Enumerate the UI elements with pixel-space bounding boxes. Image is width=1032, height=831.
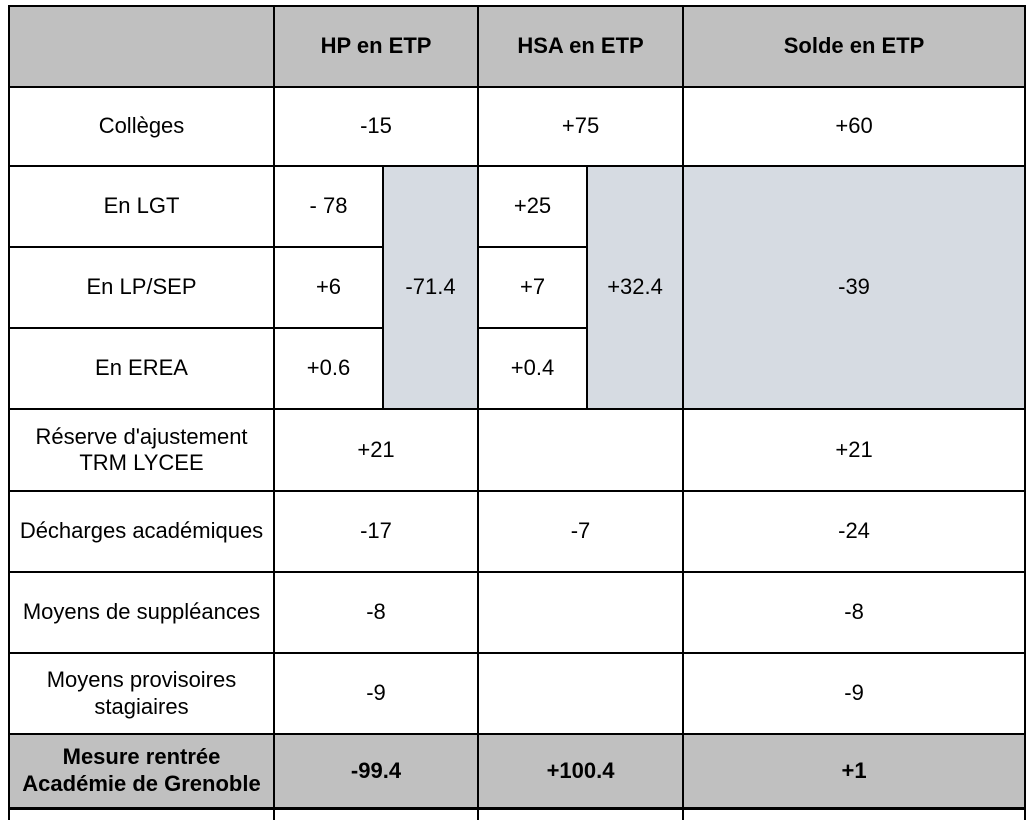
- en-lgt-hp: - 78: [273, 165, 384, 248]
- row-decharges: Décharges académiques -17 -7 -24: [8, 490, 1027, 573]
- header-solde: Solde en ETP: [682, 5, 1027, 88]
- stagiaires-solde: -9: [682, 652, 1027, 735]
- suppleances-hsa: [477, 571, 685, 654]
- stagiaires-label: Moyens provisoires stagiaires: [8, 652, 275, 735]
- header-hsa: HSA en ETP: [477, 5, 685, 88]
- row-en-lgt: En LGT - 78 -71.4 +25 +32.4 -39: [8, 165, 1027, 410]
- colleges-solde: +60: [682, 86, 1027, 167]
- stagiaires-hsa: [477, 652, 685, 735]
- row-mesure-rentree: Mesure rentrée Académie de Grenoble -99.…: [8, 733, 1027, 810]
- mesure-rentree-hsa: +100.4: [477, 733, 685, 810]
- lycees-hp-subtotal: -71.4: [381, 165, 480, 410]
- header-row: HP en ETP HSA en ETP Solde en ETP: [8, 5, 1027, 88]
- mesure-rentree-solde: +1: [682, 733, 1027, 810]
- cutoff-next-row: [8, 808, 1027, 820]
- reserve-trm-label: Réserve d'ajustement TRM LYCEE: [8, 408, 275, 492]
- row-en-erea: En EREA +0.6 +0.4: [8, 327, 1025, 410]
- en-erea-label: En EREA: [8, 327, 275, 410]
- suppleances-solde: -8: [682, 571, 1027, 654]
- mesure-rentree-hp: -99.4: [272, 733, 480, 810]
- en-lp-sep-hsa: +7: [477, 246, 589, 329]
- decharges-hsa: -7: [477, 490, 685, 573]
- cutoff-cell: [683, 808, 1027, 820]
- row-colleges: Collèges -15 +75 +60: [8, 86, 1027, 167]
- colleges-hsa: +75: [477, 86, 685, 167]
- en-erea-hp: +0.6: [273, 327, 384, 410]
- suppleances-label: Moyens de suppléances: [8, 571, 275, 654]
- reserve-trm-hsa: [477, 408, 685, 492]
- row-reserve-trm: Réserve d'ajustement TRM LYCEE +21 +21: [8, 408, 1027, 492]
- reserve-trm-hp: +21: [272, 408, 480, 492]
- cutoff-cell: [478, 808, 685, 820]
- colleges-hp: -15: [272, 86, 480, 167]
- en-lp-sep-label: En LP/SEP: [8, 246, 275, 329]
- etp-allocation-table: HP en ETP HSA en ETP Solde en ETP Collèg…: [8, 5, 1027, 820]
- colleges-label: Collèges: [8, 86, 275, 167]
- lycees-solde-subtotal: -39: [682, 165, 1027, 410]
- cutoff-cell: [274, 808, 480, 820]
- row-suppleances: Moyens de suppléances -8 -8: [8, 571, 1027, 654]
- reserve-trm-solde: +21: [682, 408, 1027, 492]
- cutoff-cell: [8, 808, 275, 820]
- en-lgt-hsa: +25: [477, 165, 589, 248]
- header-hp: HP en ETP: [272, 5, 480, 88]
- decharges-hp: -17: [272, 490, 480, 573]
- stagiaires-hp: -9: [272, 652, 480, 735]
- row-en-lp-sep: En LP/SEP +6 +7: [8, 246, 1025, 329]
- en-erea-hsa: +0.4: [477, 327, 589, 410]
- decharges-label: Décharges académiques: [8, 490, 275, 573]
- row-stagiaires: Moyens provisoires stagiaires -9 -9: [8, 652, 1027, 735]
- header-corner-cell: [8, 5, 275, 88]
- lycees-hsa-subtotal: +32.4: [586, 165, 685, 410]
- suppleances-hp: -8: [272, 571, 480, 654]
- mesure-rentree-label: Mesure rentrée Académie de Grenoble: [8, 733, 275, 810]
- en-lp-sep-hp: +6: [273, 246, 384, 329]
- decharges-solde: -24: [682, 490, 1027, 573]
- en-lgt-label: En LGT: [8, 165, 275, 248]
